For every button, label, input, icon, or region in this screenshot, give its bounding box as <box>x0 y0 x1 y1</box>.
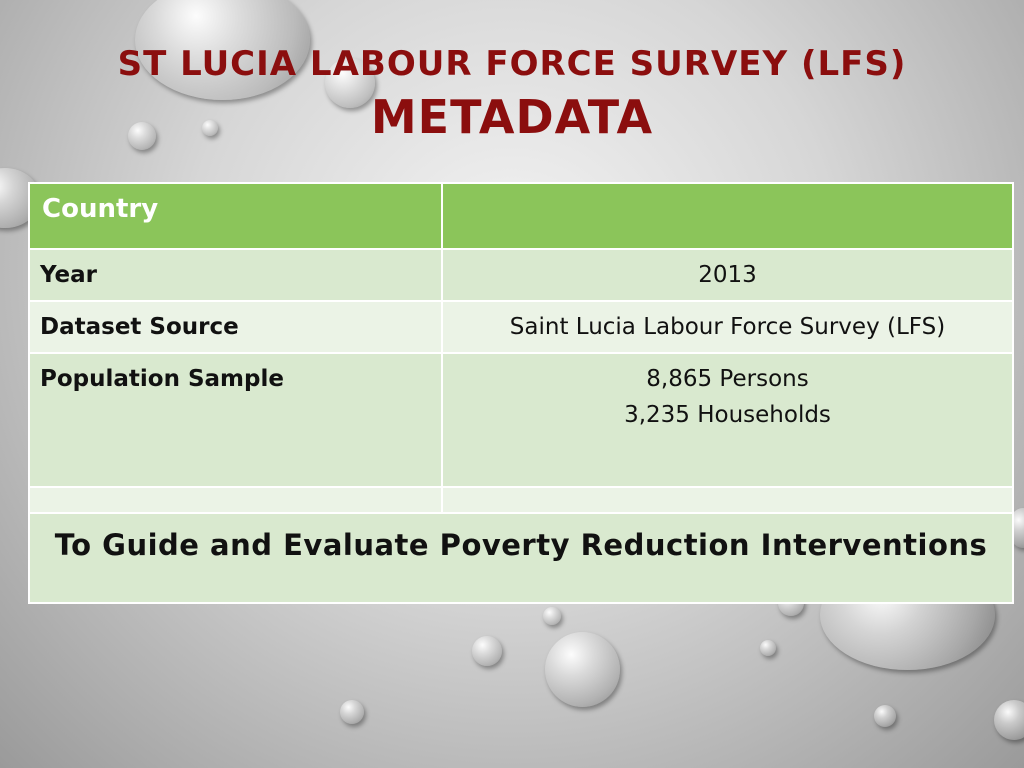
country-value <box>441 182 1014 250</box>
country-label: Country <box>28 182 443 250</box>
year-value: 2013 <box>441 248 1014 302</box>
dataset-source-label: Dataset Source <box>28 300 443 354</box>
empty-row <box>28 486 1014 514</box>
slide-title: ST LUCIA LABOUR FORCE SURVEY (LFS) <box>117 44 907 84</box>
bubble-decoration <box>340 700 364 724</box>
table-row: Year 2013 <box>28 248 1014 302</box>
bubble-decoration <box>874 705 896 727</box>
bubble-decoration <box>545 632 620 707</box>
table-row: Population Sample 8,865 Persons 3,235 Ho… <box>28 352 1014 488</box>
households-count: 3,235 Households <box>624 402 831 428</box>
bubble-decoration <box>472 636 502 666</box>
bubble-decoration <box>760 640 776 656</box>
bubble-decoration <box>135 0 310 100</box>
dataset-source-value: Saint Lucia Labour Force Survey (LFS) <box>441 300 1014 354</box>
population-sample-value: 8,865 Persons 3,235 Households <box>441 352 1014 488</box>
bubble-decoration <box>543 607 561 625</box>
bubble-decoration <box>202 120 218 136</box>
metadata-table: Country Year 2013 Dataset Source Saint L… <box>28 182 1014 604</box>
bubble-decoration <box>128 122 156 150</box>
slide-subtitle: METADATA <box>370 90 654 144</box>
empty-cell <box>28 486 443 514</box>
population-sample-label: Population Sample <box>28 352 443 488</box>
persons-count: 8,865 Persons <box>646 366 809 392</box>
bubble-decoration <box>994 700 1024 740</box>
year-label: Year <box>28 248 443 302</box>
bubble-decoration <box>325 58 375 108</box>
empty-cell <box>441 486 1014 514</box>
purpose-statement: To Guide and Evaluate Poverty Reduction … <box>28 512 1014 604</box>
table-row: Dataset Source Saint Lucia Labour Force … <box>28 300 1014 354</box>
table-header-row: Country <box>28 182 1014 250</box>
purpose-row: To Guide and Evaluate Poverty Reduction … <box>28 512 1014 604</box>
